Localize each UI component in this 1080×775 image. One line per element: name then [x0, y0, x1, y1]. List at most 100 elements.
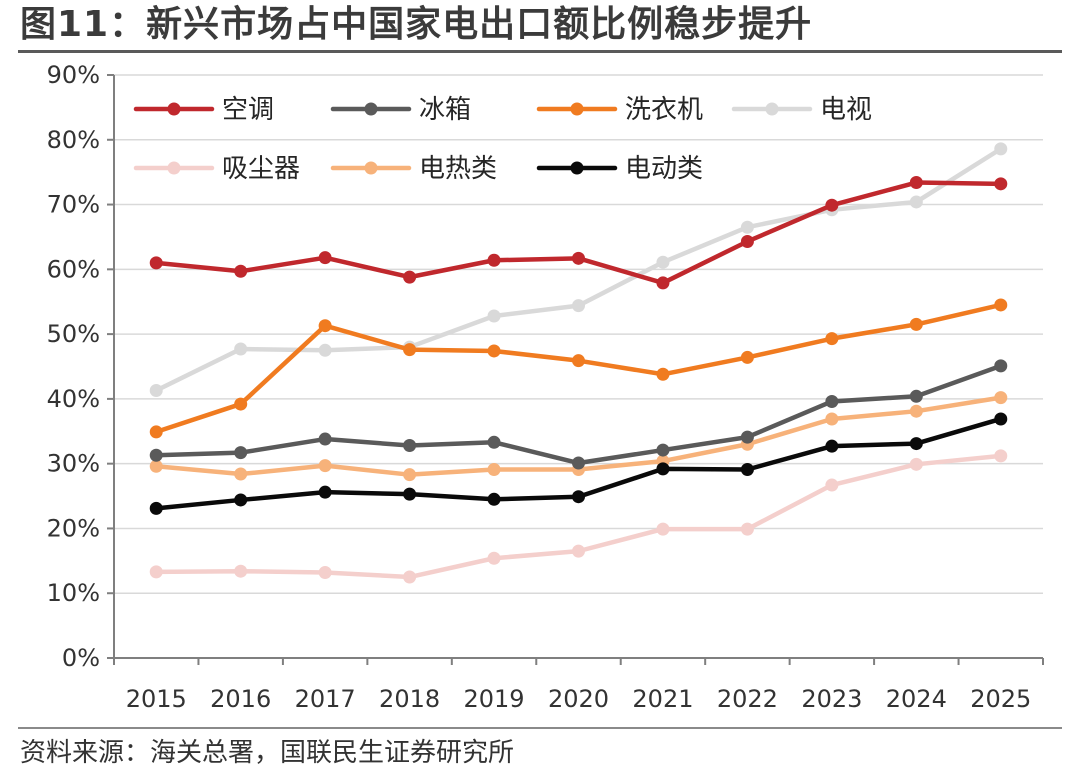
- data-point: [740, 234, 754, 248]
- data-point: [487, 253, 501, 267]
- data-point: [318, 251, 332, 265]
- data-point: [149, 565, 163, 579]
- data-point: [234, 397, 248, 411]
- series-0: [149, 176, 1008, 290]
- data-point: [825, 412, 839, 426]
- data-point: [825, 439, 839, 453]
- data-point: [403, 270, 417, 284]
- x-tick-label: 2024: [886, 685, 947, 713]
- legend-swatch-marker: [167, 102, 181, 116]
- data-point: [234, 342, 248, 356]
- data-point: [572, 490, 585, 504]
- data-point: [825, 332, 839, 346]
- data-point: [149, 459, 163, 473]
- data-point: [318, 343, 332, 357]
- y-tick-label: 0%: [62, 644, 100, 672]
- data-point: [149, 448, 163, 462]
- data-point: [403, 343, 417, 357]
- data-point: [487, 309, 501, 323]
- data-point: [909, 404, 923, 418]
- data-point: [909, 317, 923, 331]
- x-tick-label: 2019: [464, 685, 525, 713]
- data-point: [149, 256, 163, 270]
- data-point: [656, 367, 670, 381]
- data-point: [318, 432, 332, 446]
- legend-swatch-marker: [364, 161, 378, 175]
- data-point: [234, 446, 248, 460]
- data-point: [234, 564, 248, 578]
- data-point: [487, 492, 501, 506]
- data-point: [656, 462, 670, 476]
- data-point: [909, 176, 923, 190]
- legend-item: 冰箱: [330, 95, 471, 125]
- data-point: [740, 430, 754, 444]
- data-point: [234, 467, 248, 481]
- legend-label: 空调: [222, 95, 274, 125]
- data-point: [572, 354, 585, 368]
- legend-label: 电热类: [419, 154, 497, 184]
- legend-swatch-marker: [765, 102, 779, 116]
- chart-title: 图11：新兴市场占中国家电出口额比例稳步提升: [20, 4, 813, 45]
- x-tick-label: 2022: [717, 685, 778, 713]
- legend-item: 电动类: [536, 154, 703, 184]
- series-6: [149, 412, 1008, 515]
- data-point: [909, 457, 923, 471]
- legend-item: 电视: [731, 95, 872, 125]
- data-point: [909, 195, 923, 209]
- legend-label: 电视: [820, 95, 872, 125]
- y-tick-label: 90%: [47, 61, 100, 89]
- data-point: [487, 435, 501, 449]
- data-point: [487, 462, 501, 476]
- x-tick-label: 2018: [379, 685, 440, 713]
- data-point: [572, 544, 585, 558]
- x-tick-label: 2023: [801, 685, 862, 713]
- y-tick-label: 40%: [47, 385, 100, 413]
- x-tick-label: 2016: [210, 685, 271, 713]
- data-point: [994, 298, 1008, 312]
- data-point: [994, 391, 1008, 405]
- legend-item: 空调: [133, 95, 274, 125]
- data-point: [318, 319, 332, 333]
- y-tick-label: 60%: [47, 255, 100, 283]
- data-point: [149, 501, 163, 515]
- data-point: [825, 198, 839, 212]
- source-note: 资料来源：海关总署，国联民生证券研究所: [20, 738, 515, 768]
- data-point: [740, 462, 754, 476]
- data-point: [740, 220, 754, 234]
- line-chart: 0% 10% 20% 30% 40% 50% 60% 70% 80% 90% 2015 2016 201…: [47, 61, 1044, 713]
- x-tick-label: 2021: [632, 685, 693, 713]
- data-point: [994, 359, 1008, 373]
- data-point: [403, 439, 417, 453]
- data-point: [149, 425, 163, 439]
- data-point: [318, 565, 332, 579]
- data-point: [656, 522, 670, 536]
- data-point: [572, 299, 585, 313]
- x-tick-label: 2020: [548, 685, 609, 713]
- data-point: [487, 551, 501, 565]
- data-point: [909, 389, 923, 403]
- data-point: [656, 255, 670, 269]
- legend-label: 冰箱: [419, 95, 471, 125]
- legend-swatch-marker: [570, 102, 584, 116]
- x-tick-label: 2017: [295, 685, 356, 713]
- legend-item: 电热类: [330, 154, 497, 184]
- data-point: [825, 478, 839, 492]
- data-point: [994, 449, 1008, 463]
- y-tick-label: 30%: [47, 450, 100, 478]
- y-tick-label: 50%: [47, 320, 100, 348]
- data-point: [994, 142, 1008, 156]
- y-tick-label: 10%: [47, 579, 100, 607]
- data-point: [994, 177, 1008, 191]
- y-tick-label: 20%: [47, 514, 100, 542]
- y-tick-label: 70%: [47, 191, 100, 219]
- x-tick-label: 2015: [126, 685, 187, 713]
- data-point: [909, 437, 923, 451]
- series-2: [149, 298, 1008, 439]
- data-point: [149, 383, 163, 397]
- data-point: [572, 456, 585, 470]
- legend-label: 吸尘器: [222, 154, 300, 184]
- data-point: [318, 485, 332, 499]
- data-point: [740, 350, 754, 364]
- footer-divider: [18, 727, 1062, 729]
- legend-swatch-marker: [167, 161, 181, 175]
